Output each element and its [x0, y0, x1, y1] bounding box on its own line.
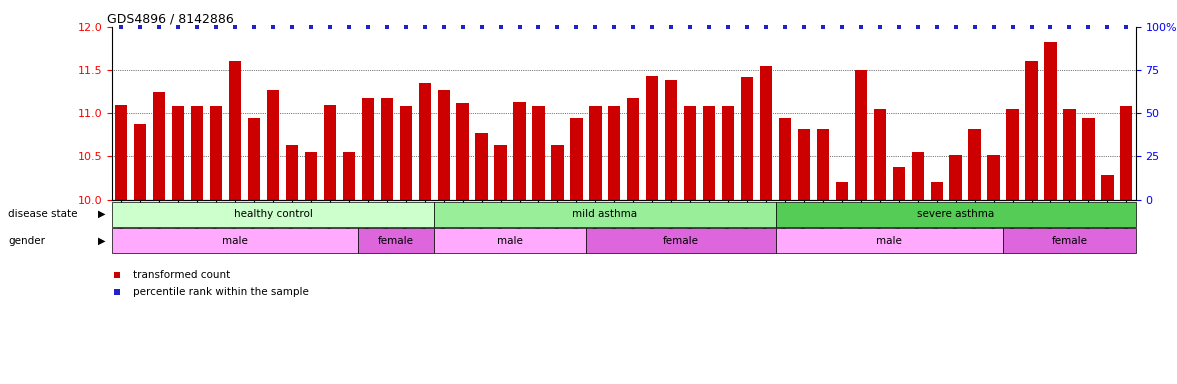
Bar	[570, 118, 583, 200]
Bar	[532, 106, 545, 200]
Bar	[494, 145, 507, 200]
Bar	[911, 152, 924, 200]
Bar	[1102, 175, 1113, 200]
Bar	[153, 92, 166, 200]
Bar	[228, 61, 241, 200]
Text: ▶: ▶	[98, 209, 105, 219]
Bar	[722, 106, 734, 200]
Bar	[191, 106, 204, 200]
Bar	[590, 106, 601, 200]
Bar	[684, 106, 697, 200]
Bar	[586, 228, 776, 253]
Bar	[665, 81, 678, 200]
Text: disease state: disease state	[8, 209, 78, 219]
Bar	[457, 103, 468, 200]
Bar	[305, 152, 317, 200]
Bar	[361, 98, 374, 200]
Bar	[434, 202, 776, 227]
Text: mild asthma: mild asthma	[572, 209, 638, 219]
Bar	[286, 145, 298, 200]
Text: transformed count: transformed count	[133, 270, 231, 280]
Bar	[434, 228, 586, 253]
Text: gender: gender	[8, 236, 45, 246]
Text: male: male	[877, 236, 903, 246]
Bar	[988, 155, 999, 200]
Bar	[324, 105, 337, 200]
Bar	[1025, 61, 1038, 200]
Bar	[419, 83, 431, 200]
Bar	[969, 129, 980, 200]
Bar	[931, 182, 943, 200]
Bar	[134, 124, 146, 200]
Bar	[836, 182, 849, 200]
Bar	[609, 106, 620, 200]
Bar	[513, 102, 526, 200]
Bar	[112, 228, 358, 253]
Text: female: female	[663, 236, 699, 246]
Bar	[476, 133, 487, 200]
Bar	[1063, 109, 1076, 200]
Text: healthy control: healthy control	[233, 209, 312, 219]
Bar	[1003, 228, 1136, 253]
Text: severe asthma: severe asthma	[917, 209, 995, 219]
Text: male: male	[497, 236, 523, 246]
Bar	[172, 106, 185, 200]
Bar	[873, 109, 886, 200]
Bar	[112, 202, 434, 227]
Bar	[1121, 106, 1132, 200]
Bar	[248, 118, 260, 200]
Bar	[343, 152, 355, 200]
Bar	[779, 118, 791, 200]
Bar	[551, 145, 564, 200]
Bar	[358, 228, 434, 253]
Bar	[115, 105, 127, 200]
Text: female: female	[378, 236, 414, 246]
Text: GDS4896 / 8142886: GDS4896 / 8142886	[107, 13, 233, 26]
Bar	[776, 228, 1003, 253]
Bar	[646, 76, 658, 200]
Bar	[817, 129, 829, 200]
Text: percentile rank within the sample: percentile rank within the sample	[133, 287, 308, 297]
Bar	[1044, 43, 1057, 200]
Bar	[950, 155, 962, 200]
Bar	[627, 98, 639, 200]
Bar	[438, 90, 450, 200]
Bar	[399, 106, 412, 200]
Text: female: female	[1051, 236, 1088, 246]
Bar	[380, 98, 393, 200]
Bar	[798, 129, 810, 200]
Bar	[740, 77, 753, 200]
Bar	[760, 66, 772, 200]
Bar	[703, 106, 716, 200]
Bar	[776, 202, 1136, 227]
Bar	[210, 106, 222, 200]
Bar	[1006, 109, 1019, 200]
Bar	[267, 90, 279, 200]
Bar	[892, 167, 905, 200]
Text: male: male	[222, 236, 248, 246]
Bar	[855, 70, 867, 200]
Bar	[1082, 118, 1095, 200]
Text: ▶: ▶	[98, 236, 105, 246]
